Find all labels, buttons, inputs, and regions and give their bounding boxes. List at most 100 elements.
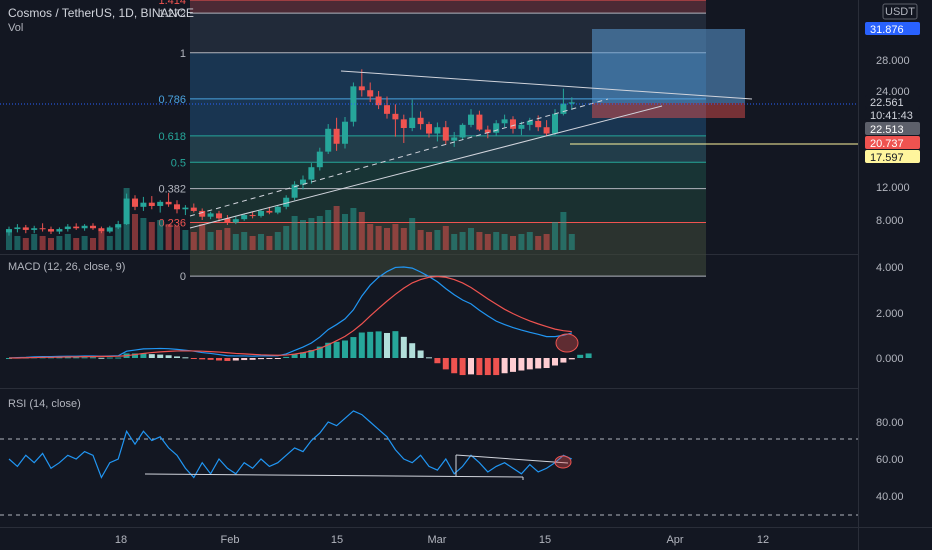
price-axis[interactable]: USDT 28.000 24.000 12.000 8.000 <box>876 3 918 227</box>
candle-body <box>518 124 525 129</box>
macd-histogram-bar <box>266 358 273 359</box>
volume-bar <box>98 232 105 250</box>
macd-histogram-bar <box>543 358 550 369</box>
volume-bar <box>459 232 466 250</box>
candle-body <box>165 201 172 205</box>
rsi-label: RSI (14, close) <box>8 398 81 410</box>
volume-bar <box>140 218 147 250</box>
macd-histogram-bar <box>501 358 508 374</box>
volume-bar <box>400 228 407 250</box>
volume-bar <box>249 236 256 250</box>
signal-line[interactable] <box>9 275 572 359</box>
candle-body <box>501 119 508 124</box>
price-badge-label: 17.597 <box>870 152 904 164</box>
macd-histogram-bar <box>216 358 222 361</box>
rsi-trendline-low[interactable] <box>144 473 524 478</box>
candle-body <box>224 218 231 223</box>
support-trendline[interactable] <box>189 105 663 229</box>
fib-zone[interactable] <box>190 0 706 14</box>
volume-bar <box>468 228 474 250</box>
candle-body <box>81 225 88 229</box>
time-axis[interactable]: 18 Feb 15 Mar 15 Apr 12 <box>115 534 769 546</box>
macd-histogram-bar <box>358 332 365 358</box>
macd-histogram-bar <box>224 358 231 361</box>
candle-body <box>241 215 248 220</box>
candle-body <box>350 86 357 122</box>
volume-bar <box>266 236 273 250</box>
candle-body <box>266 210 273 213</box>
macd-histogram-bar <box>434 358 441 364</box>
candle-body <box>106 227 113 232</box>
volume-bar <box>434 230 441 250</box>
candle-body <box>316 151 323 168</box>
time-tick: Feb <box>221 534 240 546</box>
candle-body <box>190 207 197 211</box>
volume-bar <box>333 206 340 250</box>
candle-body <box>560 103 567 114</box>
rsi-line[interactable] <box>8 410 573 479</box>
candle-body <box>31 228 38 230</box>
candle-body <box>308 167 315 180</box>
candle-body <box>64 226 71 230</box>
macd-histogram-bar <box>451 358 458 374</box>
volume-bar <box>476 232 483 250</box>
volume-bar <box>6 232 12 250</box>
volume-bar <box>207 232 214 250</box>
resistance-trendline[interactable] <box>340 70 753 100</box>
macd-cross-marker[interactable] <box>555 333 579 353</box>
fib-zone[interactable] <box>190 162 706 189</box>
volume-bar <box>90 238 96 250</box>
macd-tick: 0.000 <box>876 353 904 365</box>
volume-bar <box>283 226 290 250</box>
rsi-tick: 40.00 <box>876 491 904 503</box>
volume-bar <box>493 232 500 250</box>
candle-body <box>283 197 290 207</box>
volume-bar <box>132 214 138 250</box>
macd-histogram-bar <box>384 332 390 358</box>
dashed-support-trendline[interactable] <box>189 98 609 217</box>
price-badge-label: 22.561 <box>870 97 904 109</box>
price-badge <box>865 95 920 108</box>
candle-body <box>552 113 558 134</box>
time-tick: Apr <box>666 534 683 546</box>
candle-body <box>249 215 256 217</box>
currency-label[interactable]: USDT <box>885 6 915 18</box>
fib-zone[interactable] <box>190 188 706 223</box>
macd-histogram-bar <box>98 357 105 359</box>
volume-bar <box>552 222 558 250</box>
volume-bar <box>358 212 365 250</box>
candle-body <box>157 201 164 206</box>
rsi-trendline-high[interactable] <box>455 454 569 464</box>
volume-bar <box>568 234 575 250</box>
rsi-divergence-lines[interactable] <box>144 454 569 480</box>
candle-body <box>400 119 407 129</box>
time-tick: Mar <box>428 534 447 546</box>
volume-bar <box>14 236 21 250</box>
long-position-tool[interactable] <box>592 29 745 118</box>
macd-histogram-bar <box>568 358 575 360</box>
macd-histogram-bar <box>106 357 113 359</box>
candle-body <box>182 207 189 210</box>
time-tick: 12 <box>757 534 769 546</box>
volume-bar <box>182 230 189 250</box>
volume-bar <box>106 236 113 250</box>
currency-button[interactable] <box>882 3 918 20</box>
candle-body <box>22 227 29 230</box>
target-zone[interactable] <box>592 29 745 103</box>
volume-bar <box>510 236 516 250</box>
rsi-cross-marker[interactable] <box>554 455 572 469</box>
macd-histogram-bar <box>283 356 290 358</box>
volume-bar <box>367 224 374 250</box>
macd-histogram-bar <box>258 358 264 360</box>
volume-bar <box>409 218 416 250</box>
stop-zone[interactable] <box>592 103 745 118</box>
trendlines[interactable] <box>189 70 753 229</box>
macd-histogram-bar <box>300 352 306 358</box>
macd-histogram-bar <box>577 354 584 358</box>
candle-body <box>426 124 432 134</box>
candle-body <box>48 229 54 232</box>
volume-bar <box>526 232 533 250</box>
fib-level-label: 0.618 <box>158 131 186 143</box>
macd-line[interactable] <box>8 266 572 359</box>
